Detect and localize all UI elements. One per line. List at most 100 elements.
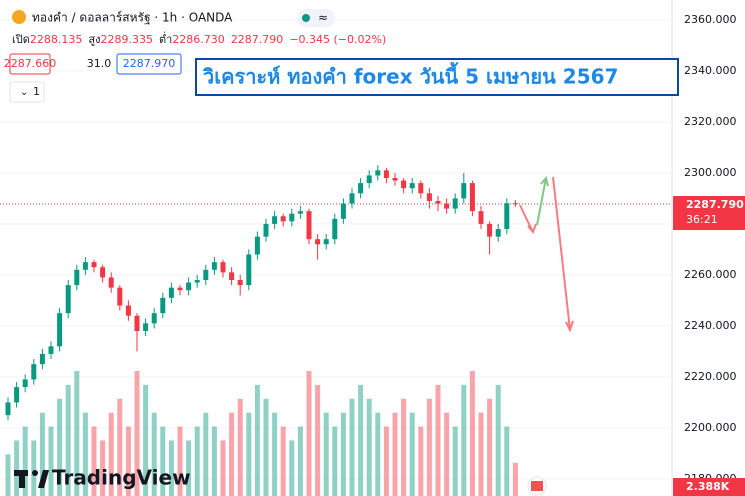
status-icon: ≈ xyxy=(318,11,328,25)
volume-bar xyxy=(65,384,71,496)
volume-bar xyxy=(495,384,501,496)
candle-body xyxy=(306,211,312,240)
candle-body xyxy=(495,229,501,237)
candle-body xyxy=(452,198,458,209)
status-dot xyxy=(302,14,310,22)
spread: 31.0 xyxy=(87,57,112,70)
volume-label: 2.388K xyxy=(686,480,730,493)
volume-bar xyxy=(203,412,209,496)
sell-button[interactable] xyxy=(9,53,51,75)
candle-body xyxy=(143,323,149,332)
volume-bar xyxy=(39,412,45,496)
volume-bar xyxy=(426,398,432,496)
volume-bar xyxy=(100,440,106,496)
candle-body xyxy=(375,170,381,176)
volume-bar xyxy=(401,398,407,496)
volume-bar xyxy=(487,398,493,496)
logo-part xyxy=(32,470,38,476)
forecast-arrows xyxy=(519,175,574,333)
candle-body xyxy=(444,203,450,209)
volume-bar xyxy=(306,371,312,496)
candle-body xyxy=(65,285,71,314)
buy-button[interactable] xyxy=(116,53,182,75)
volume-bar xyxy=(22,426,28,496)
ohlc-label: เปิด xyxy=(12,33,30,46)
candle-body xyxy=(512,203,518,205)
symbol[interactable]: ทองคำ / ดอลลาร์สหรัฐ · 1h · OANDA xyxy=(32,11,233,25)
volume-bar xyxy=(478,412,484,496)
volume-bar xyxy=(392,412,398,496)
volume-bar xyxy=(504,426,510,496)
symbol-icon xyxy=(12,10,26,24)
volume-bar xyxy=(512,462,518,496)
volume-bar xyxy=(194,426,200,496)
candle-body xyxy=(340,203,346,219)
candle-body xyxy=(418,183,424,194)
watermark-text: TradingView xyxy=(52,466,191,490)
volume-bar xyxy=(444,412,450,496)
y-tick-label: 2240.000 xyxy=(684,319,737,332)
volume-bar xyxy=(186,440,192,496)
candle-body xyxy=(469,183,475,212)
candle-body xyxy=(272,216,278,224)
candle-body xyxy=(117,287,123,306)
volume-bar xyxy=(57,398,63,496)
candle-body xyxy=(461,183,467,199)
logo-part xyxy=(38,470,49,488)
candle-body xyxy=(100,267,106,278)
candle-body xyxy=(323,239,329,245)
status-pill[interactable] xyxy=(297,9,335,27)
price-axis: 2360.0002340.0002320.0002300.0002280.000… xyxy=(684,13,737,485)
volume-bar xyxy=(177,426,183,496)
candle-body xyxy=(151,313,157,324)
candle-body xyxy=(160,297,166,314)
ohlc-value: −0.345 (−0.02%) xyxy=(289,33,386,46)
volume-bar xyxy=(323,412,329,496)
candle-body xyxy=(435,200,441,204)
volume-bar xyxy=(418,426,424,496)
indicators-toggle[interactable] xyxy=(9,81,45,103)
candle-body xyxy=(254,236,260,255)
volume-bar xyxy=(358,384,364,496)
arrowhead xyxy=(540,175,549,187)
countdown: 36:21 xyxy=(686,213,718,226)
volume-bar xyxy=(91,426,97,496)
volume-bar xyxy=(168,440,174,496)
volume-bar xyxy=(366,398,372,496)
candle-body xyxy=(392,177,398,181)
candle-body xyxy=(31,364,37,380)
candle-body xyxy=(504,203,510,230)
candle-body xyxy=(246,254,252,286)
volume-bar xyxy=(5,454,11,496)
ask: 2287.970 xyxy=(123,57,176,70)
volume-bar xyxy=(117,398,123,496)
candle-body xyxy=(186,282,192,291)
volume-bar xyxy=(237,398,243,496)
flag xyxy=(531,481,543,491)
candle-body xyxy=(211,262,217,270)
ohlc-value: 2289.335 xyxy=(100,33,153,46)
candle-body xyxy=(332,218,338,240)
candle-body xyxy=(125,305,131,316)
volume-bar xyxy=(254,384,260,496)
volume-bar xyxy=(211,426,217,496)
indicator-count: 1 xyxy=(33,85,40,98)
candle-body xyxy=(358,183,364,194)
volume-bar xyxy=(409,412,415,496)
volume-bar xyxy=(375,412,381,496)
ohlc-value: 2288.135 xyxy=(30,33,83,46)
candle-body xyxy=(263,223,269,237)
candle-body xyxy=(177,287,183,291)
volume-bar xyxy=(31,440,37,496)
candle-body xyxy=(229,272,235,281)
candle-body xyxy=(478,211,484,224)
candles xyxy=(5,165,518,421)
volume-bar xyxy=(125,426,131,496)
volume-bar xyxy=(246,412,252,496)
volume-pane xyxy=(5,371,518,496)
bid: 2287.660 xyxy=(4,57,57,70)
price-label: 2287.790 xyxy=(686,198,744,211)
candle-body xyxy=(383,170,389,178)
volume-bar xyxy=(82,412,88,496)
